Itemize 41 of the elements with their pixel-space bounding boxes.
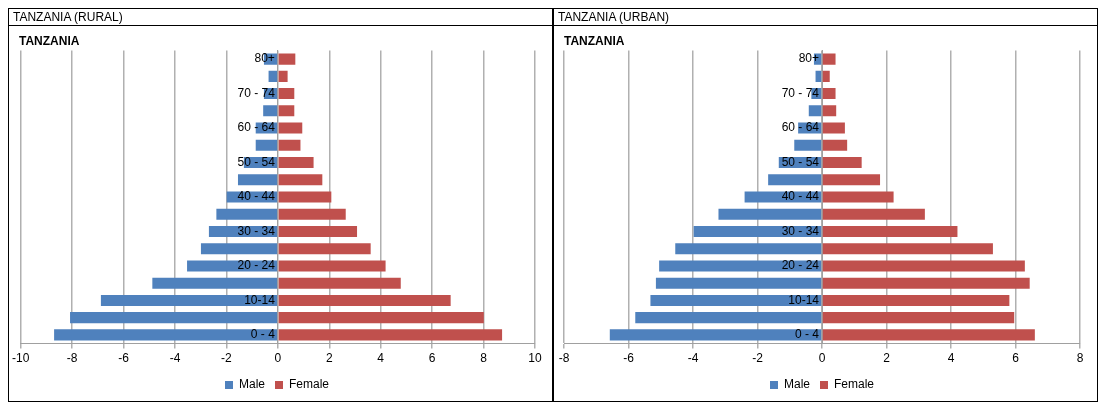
y-tick-label: 60 - 64 xyxy=(237,120,276,135)
x-tick-label: -2 xyxy=(752,351,764,366)
chart-subtitle: TANZANIA xyxy=(564,33,625,48)
y-tick-label: 40 - 44 xyxy=(237,189,276,204)
x-tick-label: -4 xyxy=(687,351,699,366)
y-tick-label: 20 - 24 xyxy=(237,258,276,273)
x-tick-label: 0 xyxy=(274,351,282,366)
x-tick-label: -10 xyxy=(12,351,30,366)
y-tick-label: 40 - 44 xyxy=(781,189,820,204)
y-tick-label: 60 - 64 xyxy=(781,120,820,135)
x-tick-label: 6 xyxy=(428,351,436,366)
x-tick-label: 10 xyxy=(528,351,542,366)
y-tick-label: 20 - 24 xyxy=(781,258,820,273)
legend-label: Female xyxy=(289,377,330,392)
x-tick-label: 0 xyxy=(818,351,826,366)
x-tick-label: 6 xyxy=(1012,351,1020,366)
y-tick-label: 50 - 54 xyxy=(781,154,820,169)
y-tick-label: 30 - 34 xyxy=(781,223,820,238)
chart-subtitle: TANZANIA xyxy=(19,33,80,48)
x-tick-label: -8 xyxy=(66,351,78,366)
x-tick-label: 4 xyxy=(377,351,385,366)
y-tick-label: 10-14 xyxy=(788,292,820,307)
legend-label: Female xyxy=(834,377,875,392)
chart-title: TANZANIA (RURAL) xyxy=(9,9,552,26)
x-tick-label: 2 xyxy=(325,351,333,366)
y-tick-label: 10-14 xyxy=(244,292,276,307)
y-tick-label: 0 - 4 xyxy=(794,327,820,342)
x-tick-label: -2 xyxy=(221,351,233,366)
y-tick-label: 0 - 4 xyxy=(250,327,276,342)
legend-label: Male xyxy=(783,377,811,392)
y-tick-label: 30 - 34 xyxy=(237,223,276,238)
x-tick-label: 4 xyxy=(947,351,955,366)
x-tick-label: -6 xyxy=(623,351,635,366)
x-tick-label: 2 xyxy=(883,351,891,366)
legend-label: Male xyxy=(238,377,266,392)
x-tick-label: 8 xyxy=(480,351,488,366)
x-tick-label: -6 xyxy=(118,351,130,366)
x-tick-label: -4 xyxy=(169,351,181,366)
x-tick-label: 8 xyxy=(1076,351,1084,366)
chart-title: TANZANIA (URBAN) xyxy=(554,9,1097,26)
x-tick-label: -8 xyxy=(558,351,570,366)
